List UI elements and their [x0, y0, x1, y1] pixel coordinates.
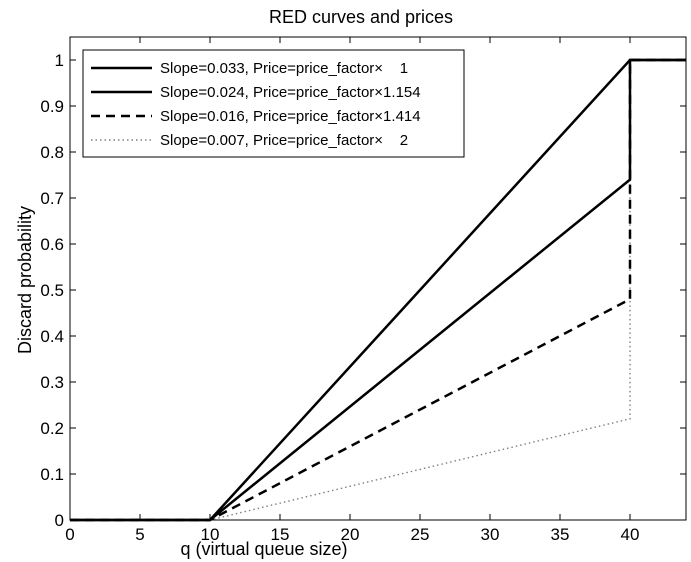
ticks-layer: 0 5 10 15 20 25 30 35 40 0 0.1 0.2 0.3 0.4 0.5 0.6 0.7 0.… — [40, 37, 686, 544]
legend: Slope=0.033, Price=price_factor× 1 Slope=… — [82, 49, 465, 158]
x-tick-label: 25 — [411, 525, 430, 544]
x-tick-label: 40 — [621, 525, 640, 544]
y-tick-label: 0 — [55, 511, 64, 530]
legend-label-2: Slope=0.024, Price=price_factor×1.154 — [160, 84, 421, 101]
series-line-4 — [70, 59, 686, 521]
y-tick-label: 0.9 — [40, 97, 64, 116]
x-tick-label: 20 — [341, 525, 360, 544]
legend-label-3: Slope=0.016, Price=price_factor×1.414 — [160, 108, 421, 125]
y-tick-label: 0.7 — [40, 189, 64, 208]
legend-label-4: Slope=0.007, Price=price_factor× 2 — [160, 132, 408, 149]
y-tick-label: 0.8 — [40, 143, 64, 162]
legend-entries: Slope=0.033, Price=price_factor× 1 Slope=… — [91, 60, 421, 149]
x-tick-label: 0 — [65, 525, 74, 544]
x-tick-label: 15 — [271, 525, 290, 544]
chart-title: RED curves and prices — [269, 7, 453, 27]
x-axis-title: q (virtual queue size) — [180, 539, 347, 559]
x-tick-label: 30 — [481, 525, 500, 544]
y-axis-title: Discard probability — [15, 206, 35, 354]
x-tick-label: 5 — [135, 525, 144, 544]
y-tick-label: 0.3 — [40, 373, 64, 392]
legend-label-1: Slope=0.033, Price=price_factor× 1 — [160, 60, 408, 77]
y-tick-label: 1 — [55, 51, 64, 70]
x-tick-label: 35 — [551, 525, 570, 544]
y-tick-label: 0.4 — [40, 327, 64, 346]
x-tick-label: 10 — [201, 525, 220, 544]
y-tick-label: 0.6 — [40, 235, 64, 254]
y-tick-label: 0.5 — [40, 281, 64, 300]
y-tick-label: 0.1 — [40, 465, 64, 484]
y-tick-label: 0.2 — [40, 419, 64, 438]
